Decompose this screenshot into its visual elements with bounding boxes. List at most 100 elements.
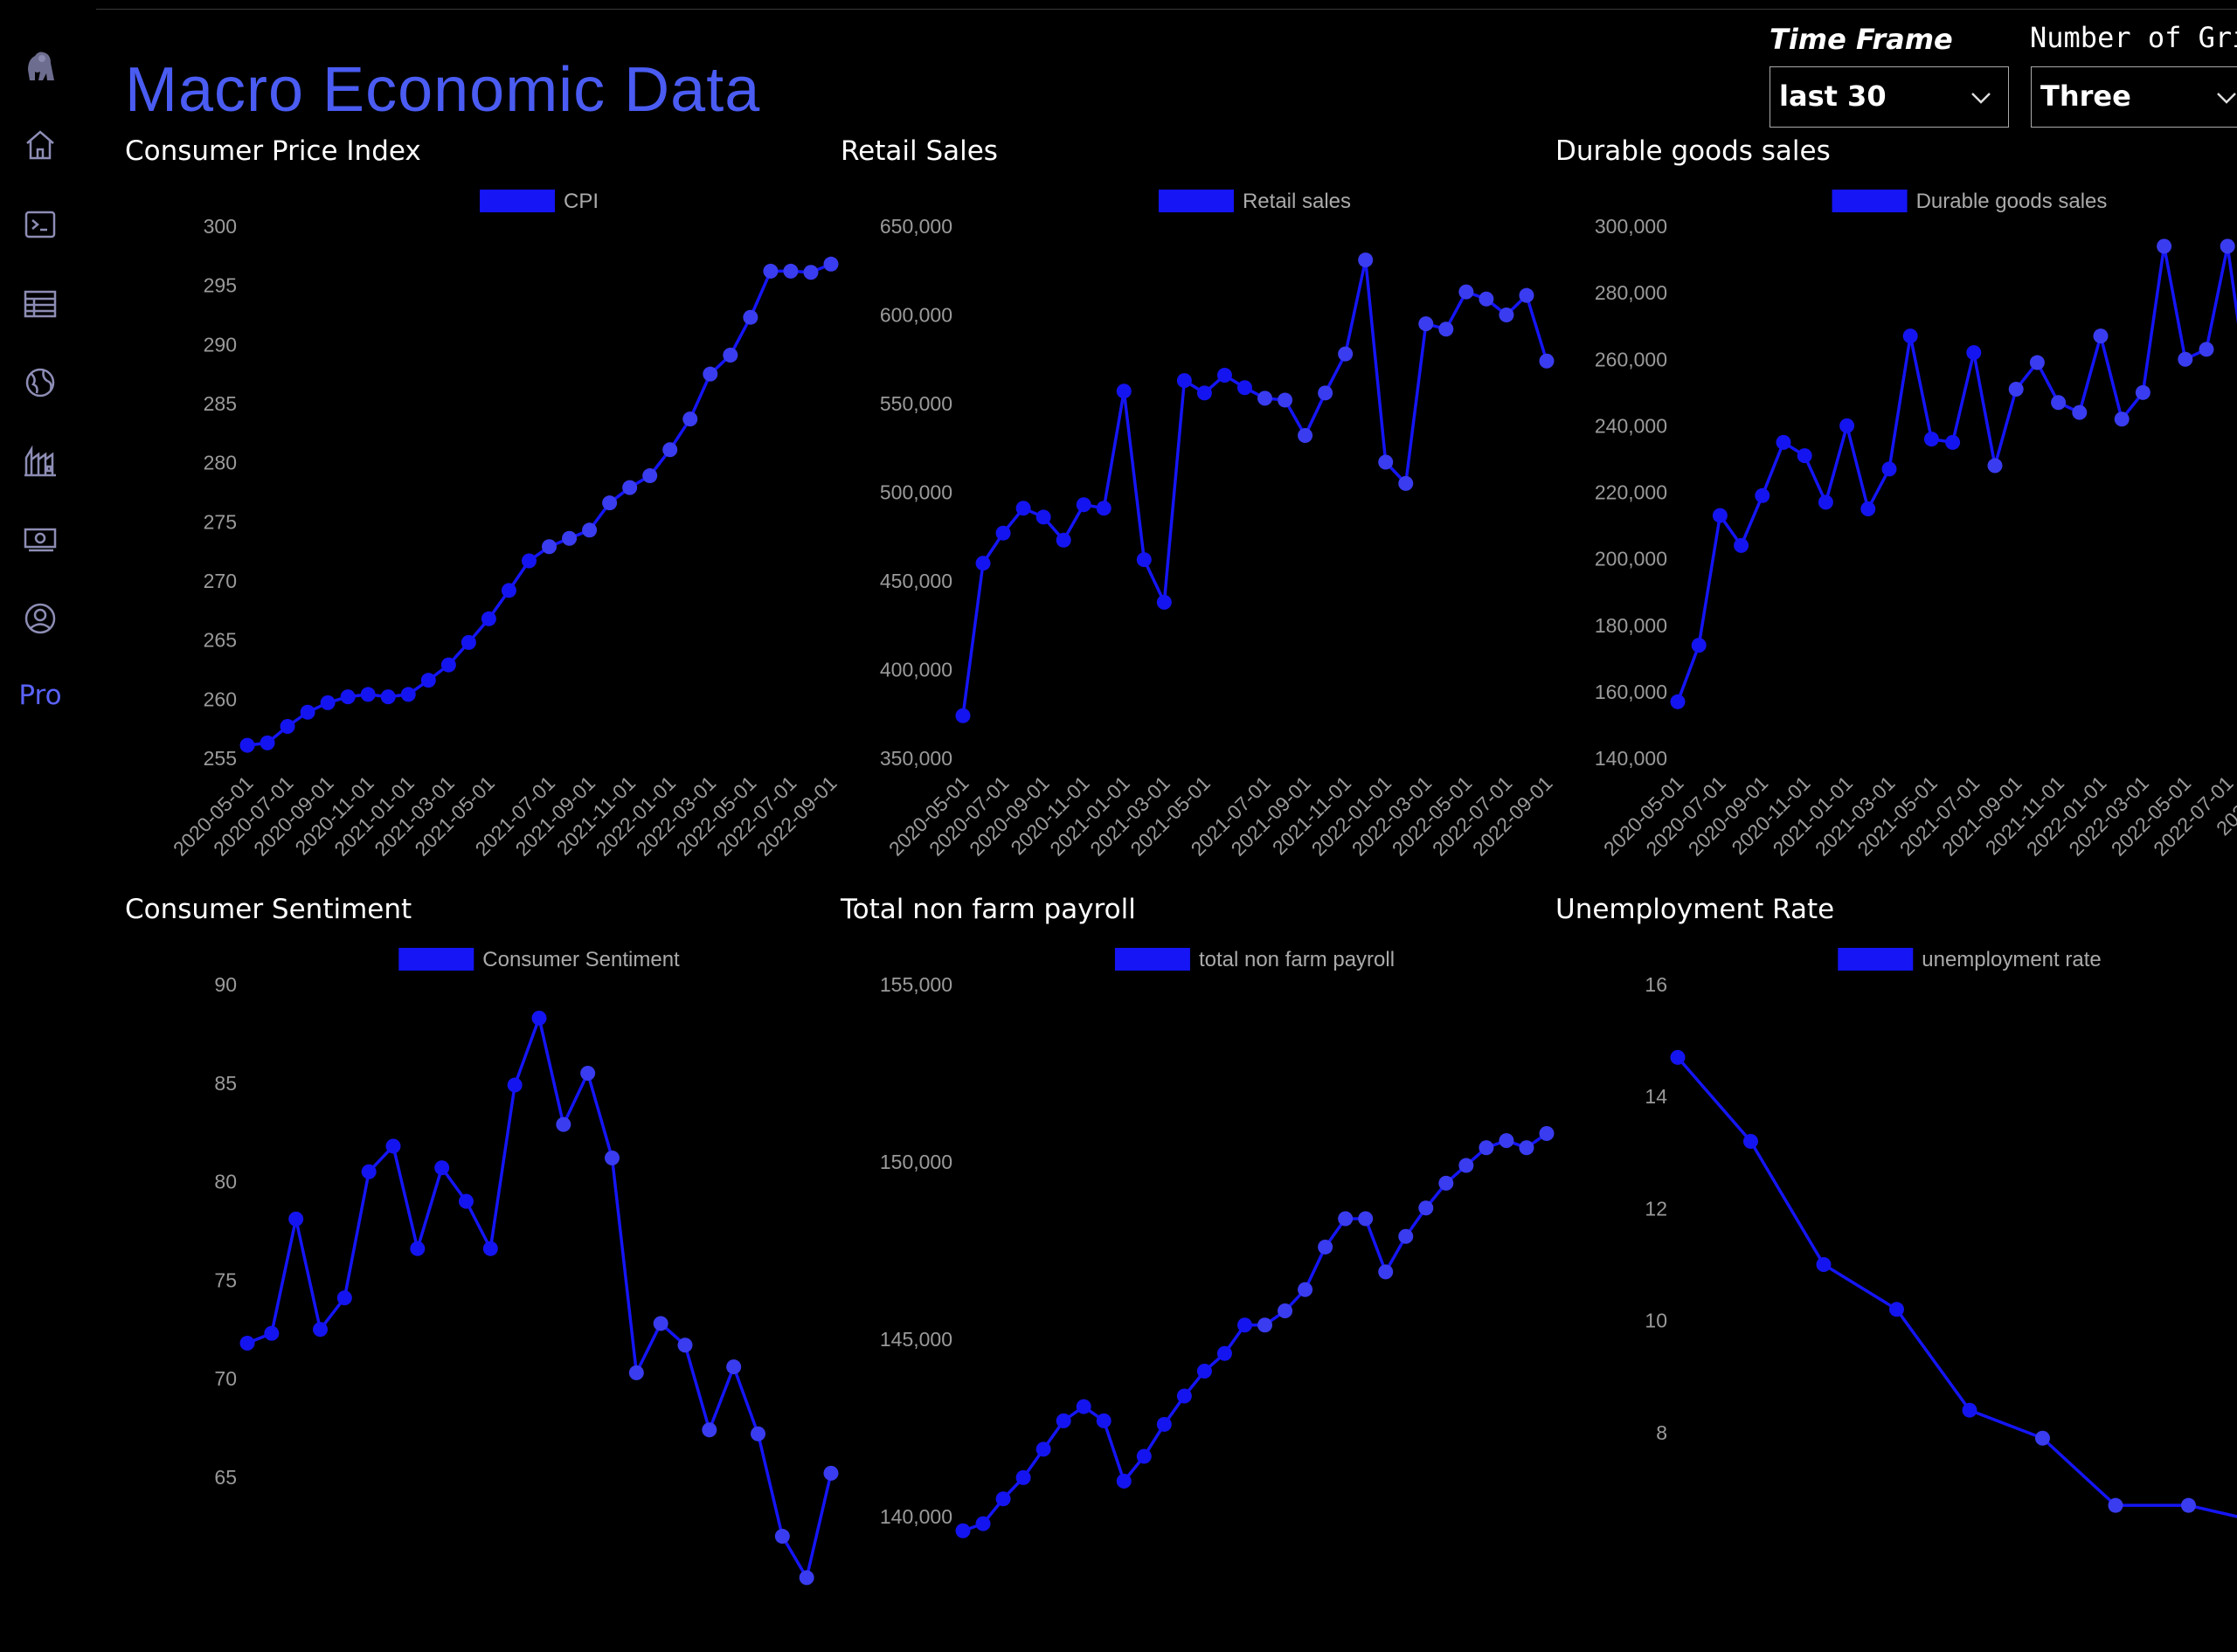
y-tick-label: 450,000	[880, 570, 952, 592]
cpi-chart[interactable]: CPI3002952902852802752702652602552020-05…	[125, 135, 841, 894]
money-icon[interactable]	[21, 521, 59, 559]
data-point	[336, 1290, 352, 1306]
series-line	[246, 262, 832, 747]
data-point	[1358, 252, 1374, 268]
y-tick-label: 600,000	[880, 304, 952, 327]
data-point	[1881, 461, 1897, 477]
legend-label: Retail sales	[1243, 190, 1351, 213]
data-point	[2199, 342, 2214, 357]
globe-icon[interactable]	[21, 363, 59, 402]
data-point	[1458, 1158, 1474, 1173]
data-point	[726, 1359, 742, 1375]
data-point	[361, 1164, 377, 1179]
data-point	[1096, 1413, 1112, 1428]
terminal-icon[interactable]	[21, 205, 59, 244]
pro-link[interactable]: Pro	[18, 680, 62, 711]
data-point	[1816, 1257, 1832, 1273]
retail-sales-chart[interactable]: Retail sales 650,000 600,000 550,000 500,000…	[841, 135, 1557, 894]
y-tick-label: 16	[1645, 973, 1667, 996]
data-point	[702, 1422, 717, 1438]
consumer-sentiment-chart[interactable]: Consumer Sentiment 90 85 80 75 70 65	[125, 894, 840, 1652]
data-point	[955, 1523, 971, 1538]
data-point	[360, 687, 376, 702]
legend-swatch	[1158, 190, 1234, 212]
time-frame-select[interactable]: last 30	[1770, 66, 2009, 128]
grid-count-label: Number of Gri	[2030, 21, 2237, 54]
data-point	[2035, 1430, 2050, 1446]
data-point	[280, 718, 295, 734]
y-tick-label: 160,000	[1595, 681, 1667, 703]
data-point	[2135, 384, 2150, 400]
data-point	[1096, 501, 1112, 516]
data-point	[1035, 509, 1051, 525]
factory-icon[interactable]	[21, 442, 59, 480]
legend-label: Consumer Sentiment	[482, 948, 680, 971]
data-point	[400, 687, 416, 702]
data-point	[1076, 1399, 1091, 1414]
data-point	[340, 689, 356, 705]
data-point	[300, 704, 315, 720]
unemployment-chart[interactable]: unemployment rate 16 14 12 10 8	[1555, 894, 2237, 1652]
data-point	[1338, 346, 1354, 362]
data-point	[1278, 392, 1293, 408]
home-icon[interactable]	[21, 126, 59, 164]
user-circle-icon[interactable]	[21, 599, 59, 638]
data-point	[823, 1465, 839, 1481]
y-tick-label: 300	[204, 215, 237, 238]
data-point	[1056, 1413, 1071, 1428]
data-point	[602, 495, 618, 511]
data-point	[1318, 385, 1333, 401]
data-point	[1176, 373, 1192, 389]
data-point	[2029, 355, 2045, 370]
legend-swatch	[398, 948, 474, 971]
data-point	[1670, 1049, 1686, 1065]
data-point	[2093, 328, 2109, 344]
durable-goods-chart[interactable]: Durable goods sales 300,000 280,000 260,000…	[1555, 135, 2237, 894]
legend-swatch	[479, 190, 555, 212]
data-point	[501, 583, 516, 598]
data-point	[562, 530, 578, 546]
y-tick-label: 200,000	[1595, 548, 1667, 570]
data-point	[1216, 368, 1232, 384]
data-point	[385, 1138, 401, 1154]
data-point	[1966, 345, 1982, 361]
data-point	[1539, 1126, 1555, 1142]
y-tick-label: 145,000	[880, 1328, 952, 1351]
chevron-down-icon	[2217, 93, 2236, 104]
page-title: Macro Economic Data	[125, 55, 761, 125]
chart-title: Consumer Price Index	[125, 135, 421, 167]
y-tick-label: 270	[204, 570, 237, 592]
chart-title: Consumer Sentiment	[125, 894, 412, 925]
y-tick-label: 550,000	[880, 392, 952, 415]
y-tick-label: 85	[214, 1072, 237, 1095]
gorilla-logo-icon[interactable]	[21, 45, 59, 84]
y-tick-label: 650,000	[880, 215, 952, 238]
data-point	[556, 1116, 571, 1132]
data-point	[803, 265, 819, 280]
table-icon[interactable]	[21, 285, 59, 323]
data-point	[1519, 1140, 1534, 1156]
y-tick-label: 220,000	[1595, 481, 1667, 504]
y-tick-label: 70	[214, 1367, 237, 1390]
chevron-down-icon	[1971, 93, 1991, 104]
legend-label: CPI	[564, 190, 599, 213]
data-point	[1438, 321, 1454, 337]
data-point	[799, 1570, 814, 1586]
y-tick-label: 12	[1645, 1197, 1667, 1220]
data-point	[1035, 1441, 1051, 1457]
data-point	[1923, 432, 1939, 447]
y-tick-label: 260,000	[1595, 348, 1667, 370]
grid-count-select[interactable]: Three	[2031, 66, 2237, 128]
data-point	[2178, 351, 2193, 367]
data-point	[459, 1193, 474, 1209]
data-point	[1776, 434, 1791, 450]
data-point	[1298, 428, 1313, 444]
data-point	[1015, 1469, 1031, 1485]
legend-label: Durable goods sales	[1916, 190, 2108, 213]
data-point	[410, 1241, 426, 1256]
data-point	[703, 366, 718, 382]
nonfarm-payroll-chart[interactable]: total non farm payroll 155,000 150,000 145,…	[841, 894, 1555, 1652]
data-point	[2072, 404, 2088, 420]
data-point	[1691, 638, 1707, 653]
data-point	[975, 556, 991, 571]
